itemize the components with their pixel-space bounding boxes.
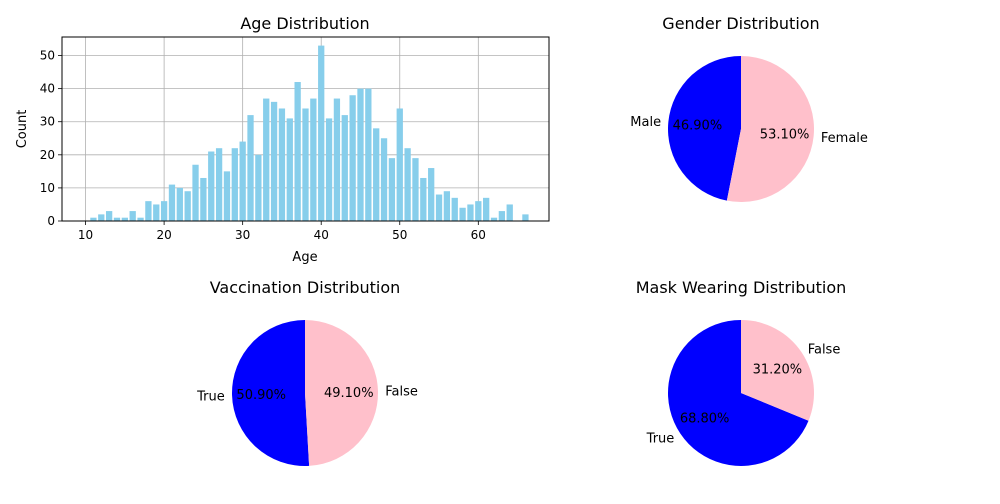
- pie-pct-true: 68.80%: [680, 411, 730, 426]
- bar: [255, 154, 262, 221]
- bar: [184, 191, 191, 221]
- bar: [498, 211, 506, 221]
- bar: [270, 101, 278, 221]
- pie-pct-male: 46.90%: [673, 119, 723, 134]
- age-chart-bars: [90, 45, 529, 222]
- pie-label-male: Male: [630, 115, 661, 130]
- age-chart-ylabel: Count: [15, 110, 30, 149]
- gender-chart-title: Gender Distribution: [662, 14, 819, 33]
- bar: [443, 191, 451, 221]
- bar: [388, 158, 396, 221]
- bar: [302, 108, 309, 221]
- bar: [490, 217, 498, 221]
- bar: [168, 184, 176, 221]
- bar: [404, 148, 411, 221]
- bar: [137, 217, 144, 221]
- bar: [333, 98, 341, 221]
- bar: [483, 197, 490, 221]
- y-tick-label: 0: [47, 214, 55, 228]
- vaccination-chart-title: Vaccination Distribution: [210, 278, 401, 297]
- x-tick-label: 40: [314, 228, 329, 242]
- bar: [412, 158, 419, 221]
- pie-slice: [726, 56, 815, 203]
- x-tick-label: 30: [235, 228, 250, 242]
- bar: [373, 128, 380, 221]
- bar: [428, 168, 435, 221]
- bar: [215, 148, 223, 221]
- bar: [435, 194, 443, 221]
- age-chart-ticks: 10 20 30 40 50 60 0 10 20 30 40 50: [40, 49, 486, 242]
- vaccination-distribution-chart: Vaccination Distribution True False 50.9…: [196, 278, 418, 466]
- bar: [176, 187, 183, 221]
- bar: [318, 45, 325, 222]
- pie-label-false: False: [808, 342, 841, 357]
- pie-pct-true: 50.90%: [236, 388, 286, 403]
- pie-slice: [231, 320, 310, 466]
- bar: [310, 98, 317, 221]
- pie-slice: [305, 320, 378, 466]
- pie-label-female: Female: [821, 131, 868, 146]
- bar: [459, 207, 466, 221]
- bar: [153, 204, 160, 221]
- gender-distribution-chart: Gender Distribution Male Female 46.90% 5…: [630, 14, 868, 203]
- bar: [239, 141, 246, 221]
- bar: [200, 177, 207, 221]
- bar: [113, 217, 121, 221]
- pie-slice: [668, 320, 809, 466]
- pie-pct-false: 49.10%: [324, 386, 374, 401]
- bar: [451, 197, 458, 221]
- bar: [380, 138, 388, 221]
- x-tick-label: 20: [156, 228, 171, 242]
- y-tick-label: 20: [40, 148, 55, 162]
- bar: [278, 108, 286, 221]
- bar: [349, 95, 356, 221]
- pie-slice: [668, 56, 741, 201]
- bar: [357, 88, 364, 221]
- bar: [286, 118, 293, 221]
- bar: [231, 148, 238, 221]
- bar: [160, 201, 168, 221]
- y-tick-label: 30: [40, 115, 55, 129]
- bar: [522, 214, 529, 221]
- y-tick-label: 50: [40, 49, 55, 63]
- age-chart-title: Age Distribution: [240, 14, 369, 33]
- bar: [396, 108, 403, 221]
- pie-label-true: True: [646, 432, 675, 447]
- bar: [420, 177, 427, 221]
- bar: [247, 115, 254, 221]
- y-tick-label: 10: [40, 181, 55, 195]
- bar: [129, 211, 136, 221]
- bar: [121, 217, 128, 221]
- bar: [467, 204, 474, 221]
- pie-pct-false: 31.20%: [753, 363, 803, 378]
- bar: [506, 204, 513, 221]
- x-tick-label: 60: [471, 228, 486, 242]
- bar: [223, 171, 231, 221]
- bar: [325, 118, 333, 221]
- pie-pct-female: 53.10%: [760, 127, 810, 142]
- bar: [263, 98, 270, 221]
- bar: [208, 151, 215, 221]
- x-tick-label: 50: [392, 228, 407, 242]
- mask-chart-title: Mask Wearing Distribution: [636, 278, 847, 297]
- bar: [105, 211, 113, 221]
- bar: [365, 88, 372, 221]
- pie-label-false: False: [385, 385, 418, 400]
- age-distribution-chart: Age Distribution 10 20 30 40 50 60 0 10 20 30 40 50…: [15, 14, 550, 265]
- bar: [90, 217, 97, 221]
- x-tick-label: 10: [78, 228, 93, 242]
- y-tick-label: 40: [40, 82, 55, 96]
- bar: [475, 201, 482, 221]
- bar: [341, 115, 348, 221]
- pie-label-true: True: [196, 389, 225, 404]
- pie-slice: [741, 320, 815, 421]
- bar: [145, 201, 152, 221]
- bar: [192, 164, 199, 221]
- age-chart-frame: [61, 36, 550, 222]
- age-chart-xlabel: Age: [292, 250, 317, 265]
- bar: [294, 82, 301, 221]
- bar: [98, 214, 105, 221]
- mask-wearing-distribution-chart: Mask Wearing Distribution True False 68.…: [636, 278, 847, 466]
